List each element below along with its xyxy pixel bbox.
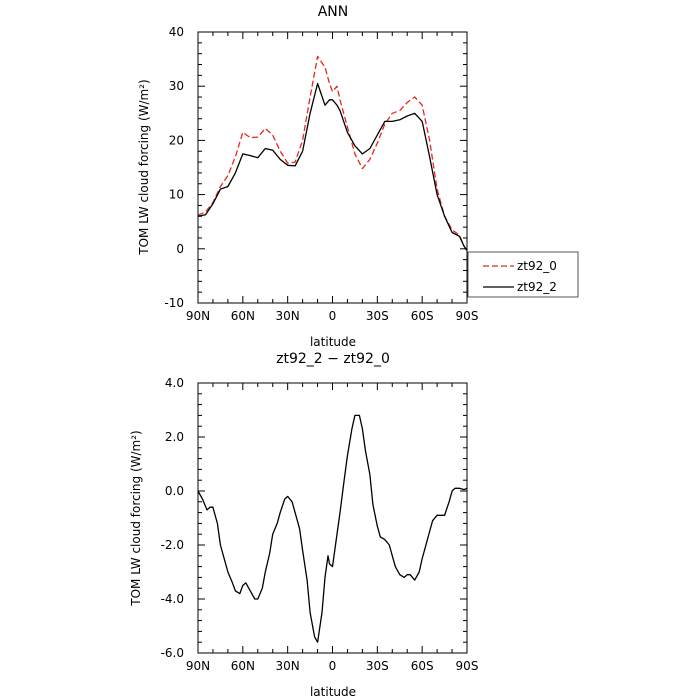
x-tick-label: 60S (411, 659, 434, 673)
y-tick-label: 10 (169, 188, 184, 202)
x-tick-label: 0 (329, 659, 337, 673)
y-tick-label: -2.0 (161, 538, 184, 552)
y-tick-label: -6.0 (161, 646, 184, 660)
x-tick-label: 90S (456, 309, 479, 323)
x-tick-label: 60N (231, 659, 255, 673)
legend: zt92_0 zt92_2 (467, 251, 579, 298)
lower-plot-area: 90N 60N 30N 0 30S 60S 90S -6.0 -4.0 -2.0 0.0 2.0 4.0 (161, 376, 479, 673)
x-tick-label: 30N (276, 309, 300, 323)
x-tick-label: 0 (329, 309, 337, 323)
x-tick-label: 90S (456, 659, 479, 673)
x-tick-label: 30N (276, 659, 300, 673)
plot-frame (197, 31, 468, 304)
upper-plot-area: 90N 60N 30N 0 30S 60S 90S -10 0 10 20 30 40 (164, 25, 478, 323)
y-axis-label: TOM LW cloud forcing (W/m²) (137, 79, 151, 256)
legend-label-zt92-2: zt92_2 (517, 280, 557, 294)
legend-label-zt92-0: zt92_0 (517, 259, 557, 273)
series-line-zt92-2 (197, 82, 468, 251)
y-tick-label: 30 (169, 79, 184, 93)
y-tick-label: 0 (176, 242, 184, 256)
y-tick-label: 4.0 (165, 376, 184, 390)
chart-title: ANN (318, 4, 349, 20)
x-tick-label: 30S (366, 309, 389, 323)
y-tick-label: 0.0 (165, 484, 184, 498)
x-tick-label: 90N (186, 309, 210, 323)
x-tick-label: 60N (231, 309, 255, 323)
x-tick-label: 60S (411, 309, 434, 323)
x-axis-label: latitude (310, 335, 356, 349)
series-line-zt92-0 (197, 55, 468, 252)
lower-panel: zt92_2 − zt92_0 90N 60N 30N 0 30S 60S 90S -6.0 -… (129, 351, 478, 699)
y-tick-label: 20 (169, 133, 184, 147)
difference-chart-title: zt92_2 − zt92_0 (276, 351, 390, 367)
legend-box (467, 251, 579, 298)
x-axis-label: latitude (310, 685, 356, 699)
y-axis-label: TOM LW cloud forcing (W/m²) (129, 430, 143, 607)
y-tick-label: -4.0 (161, 592, 184, 606)
upper-panel: ANN 90N 60N 30N 0 30S 60S 90S -10 0 10 20 30 40 lati… (137, 4, 579, 349)
plot-frame (197, 382, 468, 654)
x-tick-label: 90N (186, 659, 210, 673)
series-line-difference (197, 414, 468, 643)
y-tick-label: 2.0 (165, 430, 184, 444)
y-tick-label: 40 (169, 25, 184, 39)
y-tick-label: -10 (164, 296, 184, 310)
x-tick-label: 30S (366, 659, 389, 673)
